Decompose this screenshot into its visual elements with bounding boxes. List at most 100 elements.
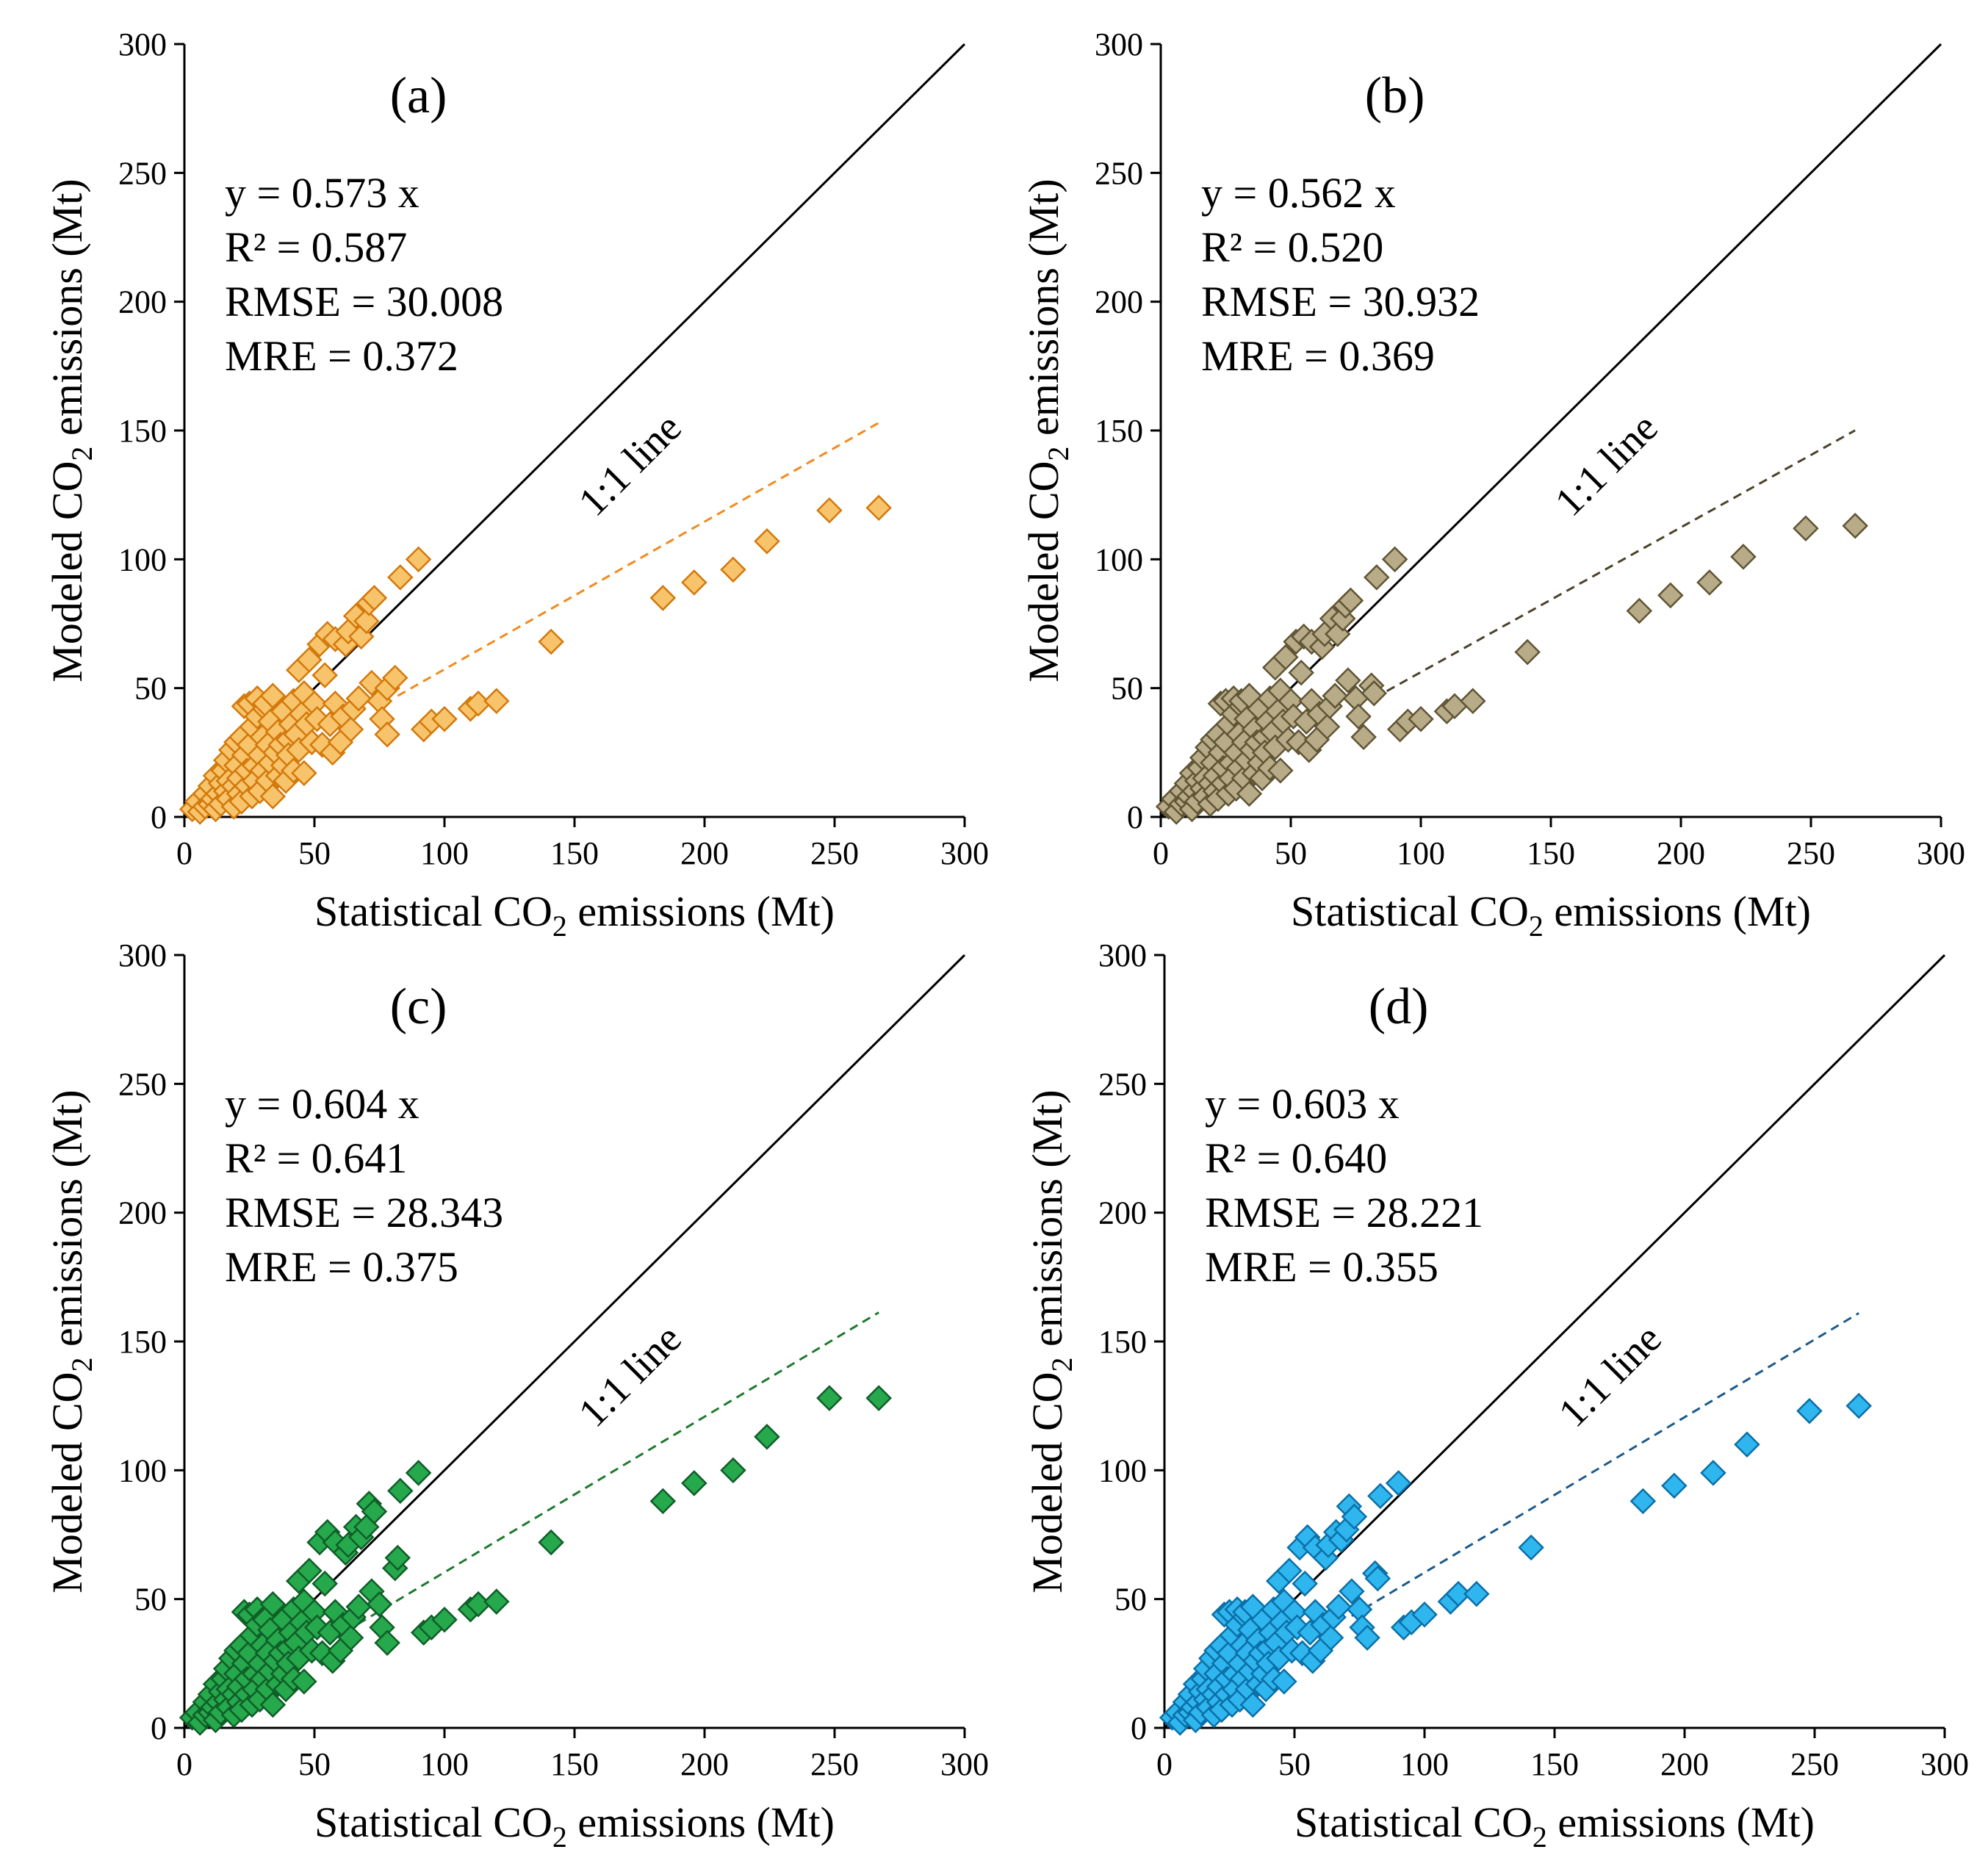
data-point: [1361, 680, 1388, 707]
y-tick-label: 150: [1098, 1324, 1147, 1360]
stat-line: R² = 0.641: [225, 1134, 407, 1182]
data-point: [1793, 515, 1819, 542]
x-tick-label: 300: [1920, 1746, 1969, 1782]
data-point: [296, 646, 323, 673]
data-point: [1364, 564, 1390, 591]
data-point: [1322, 682, 1348, 709]
y-axis-title: Modeled CO2 emissions (Mt): [1023, 1089, 1078, 1593]
panel-label: (a): [390, 68, 447, 124]
x-tick-label: 100: [1397, 835, 1445, 871]
panel-label: (d): [1369, 979, 1429, 1035]
data-point: [1271, 1668, 1297, 1695]
data-point: [1845, 1392, 1872, 1419]
y-tick-label: 50: [1114, 1582, 1147, 1618]
data-point: [1734, 1431, 1760, 1458]
data-point: [1381, 546, 1408, 573]
data-point: [1288, 659, 1314, 686]
data-point: [720, 1457, 746, 1484]
data-point: [1408, 705, 1434, 732]
x-tick-label: 200: [1657, 835, 1705, 871]
data-point: [337, 716, 364, 743]
y-tick-label: 200: [118, 1195, 167, 1231]
x-tick-label: 150: [1527, 835, 1575, 871]
data-point: [345, 685, 372, 712]
data-point: [720, 556, 746, 583]
y-tick-label: 0: [1131, 1710, 1147, 1746]
y-tick-label: 0: [1127, 799, 1143, 835]
x-tick-label: 300: [1917, 835, 1965, 871]
one-to-one-label: 1:1 line: [1550, 1316, 1671, 1436]
data-point: [649, 1488, 677, 1515]
y-axis-title-part: emissions (Mt): [43, 1089, 91, 1357]
x-axis-title-sub: 2: [552, 909, 567, 943]
data-point: [1335, 667, 1361, 694]
data-point: [259, 783, 287, 810]
y-tick-label: 200: [1095, 284, 1143, 320]
data-point: [1272, 644, 1299, 671]
data-point: [681, 1470, 707, 1496]
data-point: [291, 760, 317, 787]
y-axis-title-part: Modeled CO: [1020, 461, 1067, 682]
fit-line: [397, 422, 879, 697]
x-tick-label: 0: [1156, 1746, 1173, 1782]
panel-label: (c): [390, 979, 447, 1035]
data-point: [1317, 1624, 1344, 1651]
x-tick-label: 250: [810, 835, 859, 871]
data-point: [1463, 1580, 1490, 1607]
y-tick-label: 250: [118, 155, 167, 191]
x-axis-title-part: emissions (Mt): [1547, 1798, 1815, 1846]
data-point: [681, 569, 707, 596]
data-point: [1236, 780, 1263, 807]
data-point: [387, 1477, 414, 1505]
y-tick-label: 300: [1098, 937, 1147, 973]
stat-line: y = 0.562 x: [1201, 169, 1396, 217]
y-axis-title-sub: 2: [65, 446, 98, 461]
stat-line: RMSE = 30.932: [1201, 278, 1480, 325]
data-point: [483, 1588, 510, 1615]
x-axis-title-part: Statistical CO: [314, 887, 552, 935]
y-axis-title-part: Modeled CO: [43, 1372, 91, 1593]
stat-line: R² = 0.520: [1201, 223, 1383, 271]
x-tick-label: 250: [1790, 1746, 1839, 1782]
data-point: [865, 494, 892, 521]
x-tick-label: 250: [810, 1746, 859, 1782]
data-point: [1364, 1565, 1391, 1592]
data-point: [345, 1593, 372, 1620]
data-point: [1700, 1460, 1726, 1486]
data-point: [405, 546, 432, 573]
data-point: [387, 564, 414, 591]
x-tick-label: 50: [1275, 835, 1307, 871]
data-point: [1341, 1503, 1368, 1530]
fit-line: [345, 1311, 879, 1632]
y-tick-label: 50: [134, 1582, 167, 1618]
data-point: [353, 608, 380, 635]
data-point: [1267, 757, 1294, 784]
data-point: [1629, 1488, 1657, 1515]
one-to-one-label: 1:1 line: [570, 1316, 691, 1436]
data-point: [1385, 1470, 1412, 1496]
stat-line: y = 0.603 x: [1205, 1080, 1400, 1128]
y-tick-label: 100: [118, 1452, 167, 1488]
x-tick-label: 150: [1530, 1746, 1579, 1782]
data-point: [816, 1385, 843, 1411]
data-point: [1696, 569, 1723, 596]
x-axis-title-part: emissions (Mt): [1544, 887, 1811, 935]
x-axis-title-part: Statistical CO: [1291, 887, 1529, 935]
x-tick-label: 100: [420, 835, 469, 871]
x-axis-title-sub: 2: [552, 1820, 567, 1854]
data-point: [1460, 688, 1486, 714]
x-axis-title-part: emissions (Mt): [567, 1798, 835, 1846]
x-tick-label: 50: [1278, 1746, 1311, 1782]
data-point: [1354, 1624, 1380, 1651]
x-axis-title: Statistical CO2 emissions (Mt): [314, 887, 835, 943]
data-point: [1350, 724, 1377, 751]
x-tick-label: 100: [420, 1746, 469, 1782]
stat-line: RMSE = 28.221: [1205, 1189, 1483, 1236]
x-tick-label: 200: [680, 1746, 729, 1782]
x-tick-label: 0: [176, 835, 192, 871]
y-axis-title-part: emissions (Mt): [1023, 1089, 1071, 1357]
data-point: [1345, 703, 1372, 730]
y-tick-label: 0: [151, 1710, 167, 1746]
data-point: [1337, 587, 1364, 614]
data-point: [361, 585, 388, 611]
